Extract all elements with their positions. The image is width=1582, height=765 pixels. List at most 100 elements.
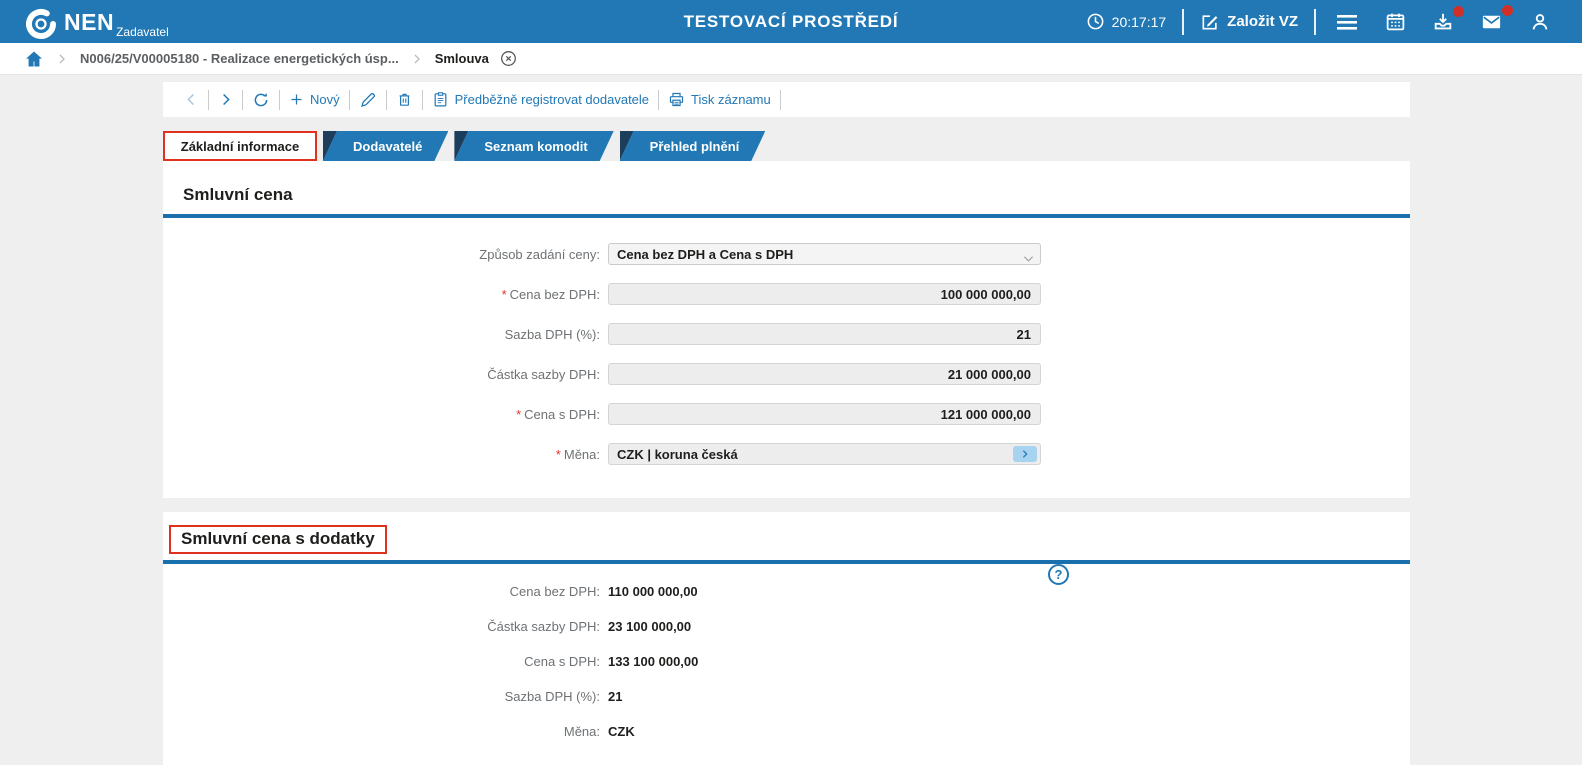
breadcrumb-chevron-icon bbox=[411, 53, 423, 65]
edit-button[interactable] bbox=[350, 91, 386, 109]
create-vz-button[interactable]: Založit VZ bbox=[1190, 12, 1308, 32]
tab-dodavatele[interactable]: Dodavatelé bbox=[323, 131, 448, 161]
preregister-supplier-label: Předběžně registrovat dodavatele bbox=[455, 92, 649, 107]
field-label: Sazba DPH (%): bbox=[163, 327, 600, 342]
breadcrumb-item-smlouva[interactable]: Smlouva bbox=[435, 51, 489, 66]
price-with-vat-input[interactable] bbox=[608, 403, 1041, 425]
pencil-icon bbox=[359, 91, 377, 109]
currency-picker-button[interactable] bbox=[1013, 446, 1037, 462]
next-record-button[interactable] bbox=[209, 92, 242, 107]
printer-icon bbox=[668, 91, 685, 108]
tab-bar: Základní informace Dodavatelé Seznam kom… bbox=[163, 131, 1410, 161]
logo-text: NEN bbox=[64, 3, 114, 41]
readonly-row-castka-sazby-dph: Částka sazby DPH: 23 100 000,00 bbox=[163, 609, 1410, 644]
form-row-zpusob-zadani-ceny: Způsob zadání ceny: Cena bez DPH a Cena … bbox=[163, 234, 1410, 274]
delete-button[interactable] bbox=[387, 91, 422, 108]
chevron-down-icon bbox=[1023, 250, 1034, 268]
field-value: 133 100 000,00 bbox=[608, 654, 698, 669]
new-record-button[interactable]: Nový bbox=[280, 92, 349, 107]
readonly-row-sazba-dph: Sazba DPH (%): 21 bbox=[163, 679, 1410, 714]
section-title-highlighted: Smluvní cena s dodatky bbox=[169, 525, 387, 554]
tab-prehled-plneni[interactable]: Přehled plnění bbox=[620, 131, 766, 161]
field-value: 110 000 000,00 bbox=[608, 584, 698, 599]
field-label: *Cena bez DPH: bbox=[163, 287, 600, 302]
price-without-vat-input[interactable] bbox=[608, 283, 1041, 305]
form-row-mena: *Měna: CZK | koruna česká bbox=[163, 434, 1410, 474]
plus-icon bbox=[289, 92, 304, 107]
tab-seznam-komodit[interactable]: Seznam komodit bbox=[454, 131, 613, 161]
preregister-supplier-button[interactable]: Předběžně registrovat dodavatele bbox=[423, 91, 658, 108]
field-label: *Cena s DPH: bbox=[163, 407, 600, 422]
downloads-badge bbox=[1453, 6, 1464, 17]
user-button[interactable] bbox=[1516, 11, 1564, 33]
vat-rate-input[interactable] bbox=[608, 323, 1041, 345]
downloads-button[interactable] bbox=[1419, 11, 1467, 33]
section-title: Smluvní cena bbox=[163, 161, 1410, 214]
toolbar-divider bbox=[780, 90, 781, 110]
currency-field[interactable]: CZK | koruna česká bbox=[608, 443, 1041, 465]
session-time: 20:17:17 bbox=[1076, 12, 1177, 31]
selected-option: Cena bez DPH a Cena s DPH bbox=[617, 247, 793, 262]
create-vz-label: Založit VZ bbox=[1227, 13, 1298, 30]
envelope-icon bbox=[1480, 10, 1503, 33]
field-label: Způsob zadání ceny: bbox=[163, 247, 600, 262]
messages-button[interactable] bbox=[1467, 10, 1516, 33]
section-smluvni-cena-s-dodatky: Smluvní cena s dodatky Cena bez DPH: 110… bbox=[163, 512, 1410, 765]
messages-badge bbox=[1502, 5, 1513, 16]
nen-logo[interactable]: NEN Zadavatel bbox=[24, 3, 169, 41]
menu-button[interactable] bbox=[1322, 12, 1372, 32]
field-label: Sazba DPH (%): bbox=[163, 689, 600, 704]
form-row-cena-bez-dph: *Cena bez DPH: bbox=[163, 274, 1410, 314]
field-label: Částka sazby DPH: bbox=[163, 619, 600, 634]
close-tab-icon[interactable] bbox=[499, 49, 518, 68]
field-label: Měna: bbox=[163, 724, 600, 739]
main-area: Nový bbox=[0, 75, 1582, 736]
currency-value: CZK | koruna česká bbox=[617, 447, 738, 462]
field-label: *Měna: bbox=[163, 447, 600, 462]
clipboard-icon bbox=[432, 91, 449, 108]
breadcrumb-item-contract[interactable]: N006/25/V00005180 - Realizace energetick… bbox=[80, 51, 399, 66]
nen-logo-icon bbox=[24, 7, 58, 41]
hamburger-icon bbox=[1335, 12, 1359, 32]
breadcrumb-chevron-icon bbox=[56, 53, 68, 65]
field-label: Cena s DPH: bbox=[163, 654, 600, 669]
refresh-button[interactable] bbox=[243, 91, 279, 109]
calendar-button[interactable] bbox=[1372, 11, 1419, 32]
tab-label: Základní informace bbox=[181, 139, 299, 154]
header-divider bbox=[1182, 9, 1184, 35]
app-header: NEN Zadavatel TESTOVACÍ PROSTŘEDÍ 20:17:… bbox=[0, 0, 1582, 43]
compose-icon bbox=[1200, 12, 1220, 32]
tab-zakladni-informace[interactable]: Základní informace bbox=[163, 131, 317, 161]
home-icon[interactable] bbox=[24, 49, 44, 69]
breadcrumb: N006/25/V00005180 - Realizace energetick… bbox=[0, 43, 1582, 75]
readonly-row-cena-bez-dph: Cena bez DPH: 110 000 000,00 bbox=[163, 574, 1410, 609]
print-record-button[interactable]: Tisk záznamu bbox=[659, 91, 780, 108]
help-icon[interactable]: ? bbox=[1048, 564, 1069, 585]
panel-gap bbox=[163, 498, 1410, 512]
field-value: CZK bbox=[608, 724, 635, 739]
download-tray-icon bbox=[1432, 11, 1454, 33]
previous-record-button[interactable] bbox=[175, 92, 208, 107]
refresh-icon bbox=[252, 91, 270, 109]
price-entry-mode-select[interactable]: Cena bez DPH a Cena s DPH bbox=[608, 243, 1041, 265]
trash-icon bbox=[396, 91, 413, 108]
tab-label: Přehled plnění bbox=[650, 139, 740, 154]
vat-amount-input[interactable] bbox=[608, 363, 1041, 385]
logo-subtitle: Zadavatel bbox=[116, 25, 169, 39]
form-row-cena-s-dph: *Cena s DPH: bbox=[163, 394, 1410, 434]
tab-label: Dodavatelé bbox=[353, 139, 422, 154]
print-record-label: Tisk záznamu bbox=[691, 92, 771, 107]
field-label: Částka sazby DPH: bbox=[163, 367, 600, 382]
session-time-value: 20:17:17 bbox=[1112, 14, 1167, 30]
header-divider bbox=[1314, 9, 1316, 35]
record-toolbar: Nový bbox=[163, 82, 1410, 117]
calendar-icon bbox=[1385, 11, 1406, 32]
form-row-sazba-dph: Sazba DPH (%): bbox=[163, 314, 1410, 354]
field-value: 21 bbox=[608, 689, 622, 704]
user-icon bbox=[1529, 11, 1551, 33]
readonly-row-mena: Měna: CZK bbox=[163, 714, 1410, 749]
field-label: Cena bez DPH: bbox=[163, 584, 600, 599]
form-row-castka-sazby-dph: Částka sazby DPH: bbox=[163, 354, 1410, 394]
section-smluvni-cena: Smluvní cena Způsob zadání ceny: Cena be… bbox=[163, 161, 1410, 498]
tab-label: Seznam komodit bbox=[484, 139, 587, 154]
